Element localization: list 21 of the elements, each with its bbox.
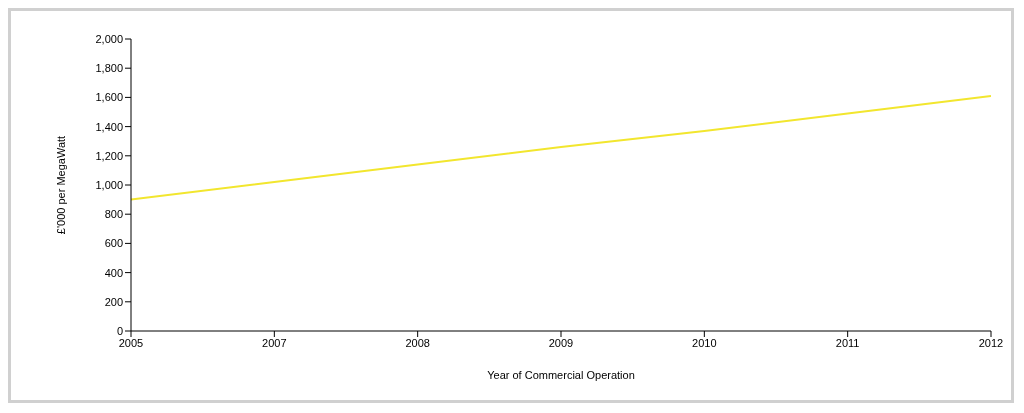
x-tick-label: 2009 (548, 336, 574, 349)
y-tick-label: 600 (104, 237, 123, 250)
y-tick-label: 800 (104, 208, 123, 221)
y-tick-label: 400 (104, 266, 123, 279)
y-tick-label: 1,400 (95, 120, 123, 133)
x-tick-label: 2010 (692, 336, 717, 349)
x-tick-label: 2005 (118, 336, 144, 349)
y-tick-label: 1,000 (95, 178, 123, 191)
x-tick-label: 2012 (978, 336, 1004, 349)
x-axis-title: Year of Commercial Operation (487, 369, 635, 381)
x-tick-label: 2011 (835, 336, 860, 349)
y-tick-label: 2,000 (95, 32, 123, 45)
y-axis-title: £'000 per MegaWatt (54, 135, 67, 235)
y-tick-label: 1,600 (95, 91, 123, 104)
y-tick-label: 200 (104, 295, 123, 308)
line-series (131, 94, 991, 201)
x-tick-label: 2007 (262, 336, 287, 349)
x-tick-label: 2008 (405, 336, 430, 349)
y-tick-label: 1,800 (95, 62, 123, 75)
y-tick-label: 0 (116, 324, 123, 337)
y-tick-label: 1,200 (95, 149, 123, 162)
